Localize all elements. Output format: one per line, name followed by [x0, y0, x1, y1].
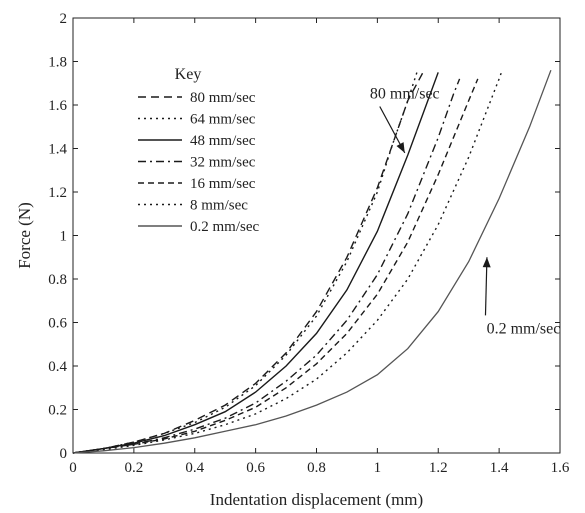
legend-label: 32 mm/sec: [190, 155, 256, 171]
y-tick-label: 0.6: [48, 316, 67, 332]
y-tick-label: 0: [60, 446, 68, 462]
x-tick-label: 1.2: [429, 460, 448, 476]
y-tick-label: 0.2: [48, 403, 67, 419]
x-tick-label: 0.2: [125, 460, 144, 476]
annotations: 80 mm/sec 0.2 mm/sec: [370, 85, 560, 337]
series-line-0-2-mm-sec: [72, 69, 552, 454]
series-line-16-mm-sec: [72, 78, 479, 454]
series-line-32-mm-sec: [72, 78, 461, 454]
legend-label: 8 mm/sec: [190, 198, 248, 214]
annotation-arrow-head: [396, 142, 405, 153]
series-line-8-mm-sec: [72, 69, 503, 454]
y-axis-label: Force (N): [15, 202, 34, 269]
legend-label: 64 mm/sec: [190, 112, 256, 128]
y-tick-label: 0.4: [48, 359, 67, 375]
legend-title: Key: [175, 66, 202, 83]
legend-label: 48 mm/sec: [190, 133, 256, 149]
legend: Key 80 mm/sec 64 mm/sec 48 mm/sec 32 mm/sec 1…: [138, 66, 259, 235]
legend-label: 80 mm/sec: [190, 90, 256, 106]
x-tick-label: 1.4: [490, 460, 509, 476]
x-tick-label: 0.8: [307, 460, 326, 476]
annotation-label: 80 mm/sec: [370, 85, 440, 102]
y-tick-label: 1.4: [48, 142, 67, 158]
y-tick-label: 2: [60, 11, 68, 27]
y-tick-label: 1.6: [48, 98, 67, 114]
x-axis-label: Indentation displacement (mm): [210, 490, 423, 509]
series-group: [72, 69, 552, 454]
legend-label: 0.2 mm/sec: [190, 219, 259, 235]
y-tick-label: 1: [60, 229, 68, 245]
y-tick-label: 1.2: [48, 185, 67, 201]
x-tick-label: 1: [374, 460, 382, 476]
y-tick-label: 1.8: [48, 55, 67, 71]
series-line-80-mm-sec: [72, 72, 424, 454]
legend-label: 16 mm/sec: [190, 176, 256, 192]
x-tick-label: 0: [69, 460, 77, 476]
series-line-48-mm-sec: [72, 72, 439, 454]
plot-frame: [72, 17, 561, 454]
x-tick-label: 0.6: [246, 460, 265, 476]
series-line-64-mm-sec: [72, 72, 418, 454]
x-tick-label: 0.4: [185, 460, 204, 476]
x-tick-label: 1.6: [551, 460, 570, 476]
annotation-label: 0.2 mm/sec: [487, 320, 561, 337]
y-tick-label: 0.8: [48, 272, 67, 288]
axis-ticks: 0 0.2 0.4 0.6 0.8 1 1.2 1.4 1.6 0 0.2 0.4 0.6 0.8 1 1.2…: [48, 11, 570, 476]
annotation-arrow-head: [482, 257, 491, 268]
